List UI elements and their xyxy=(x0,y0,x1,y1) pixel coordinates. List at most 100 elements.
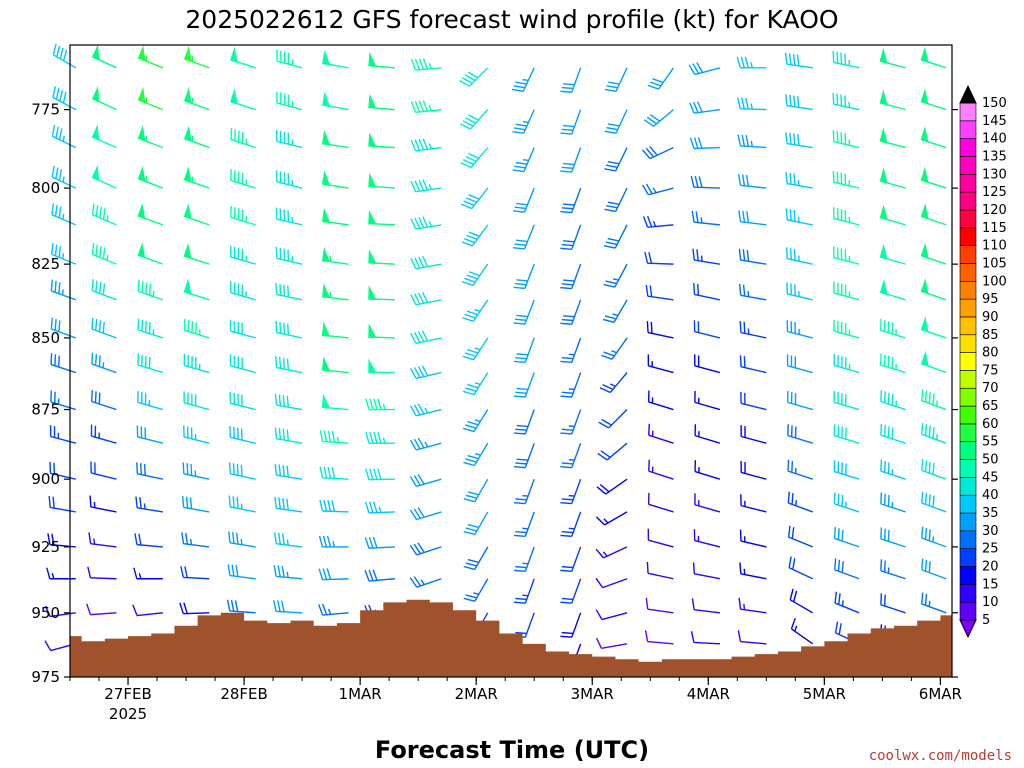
wind-barb xyxy=(645,284,674,301)
wind-barb xyxy=(410,58,442,71)
wind-barb xyxy=(833,319,860,339)
x-tick-label: 6MAR xyxy=(919,685,962,703)
wind-barb xyxy=(739,355,767,374)
wind-barb xyxy=(920,278,947,301)
colorbar-label: 45 xyxy=(982,470,999,485)
wind-barb xyxy=(90,424,117,444)
colorbar-swatch xyxy=(959,245,977,264)
wind-barb xyxy=(737,173,767,189)
wind-barb xyxy=(365,432,395,444)
wind-barb xyxy=(91,44,117,69)
wind-barb xyxy=(786,320,813,339)
wind-barb xyxy=(137,202,164,226)
wind-barb xyxy=(740,425,767,444)
wind-barb xyxy=(137,87,164,111)
wind-barb xyxy=(410,365,442,380)
wind-barb xyxy=(180,566,210,580)
wind-barb xyxy=(229,425,256,444)
wind-barb xyxy=(183,318,210,339)
wind-barb xyxy=(880,559,906,580)
wind-barb xyxy=(229,319,256,339)
y-tick-label: 900 xyxy=(31,470,60,488)
wind-barb xyxy=(604,147,628,172)
wind-barb xyxy=(880,492,906,513)
wind-barb xyxy=(319,499,349,513)
wind-barb xyxy=(274,393,303,411)
wind-barb xyxy=(879,243,906,265)
wind-barb xyxy=(48,495,76,513)
colorbar-label: 35 xyxy=(982,506,999,521)
wind-barb xyxy=(879,89,906,111)
x-tick-sublabel: 2025 xyxy=(109,705,147,723)
wind-barb xyxy=(736,56,767,69)
wind-barb xyxy=(738,283,767,301)
plot-area xyxy=(44,43,953,678)
wind-barb xyxy=(51,242,77,265)
wind-barb xyxy=(409,542,442,556)
wind-barb xyxy=(89,495,117,513)
wind-barb xyxy=(832,130,860,149)
colorbar-label: 115 xyxy=(982,221,1007,236)
wind-barb xyxy=(647,390,674,411)
colorbar-label: 90 xyxy=(982,310,999,325)
wind-barb xyxy=(879,279,906,301)
wind-barb xyxy=(91,86,117,111)
wind-barb xyxy=(512,109,535,135)
wind-barb xyxy=(560,109,582,135)
wind-barb xyxy=(321,393,349,411)
wind-barb xyxy=(693,282,721,301)
wind-barb xyxy=(136,425,164,444)
wind-barb xyxy=(49,425,76,444)
wind-barb xyxy=(880,593,906,614)
wind-barb xyxy=(560,511,582,538)
colorbar-label: 95 xyxy=(982,292,999,307)
wind-barb xyxy=(276,49,303,69)
wind-barb xyxy=(648,459,674,480)
wind-barb xyxy=(879,127,906,149)
wind-barb xyxy=(91,164,117,189)
wind-barb xyxy=(183,278,210,301)
colorbar-label: 15 xyxy=(982,577,999,592)
colorbar-swatch xyxy=(959,316,977,336)
wind-barb xyxy=(790,617,814,645)
wind-barb xyxy=(132,604,163,617)
colorbar-label: 30 xyxy=(982,524,999,539)
wind-barb xyxy=(183,203,210,226)
wind-barb xyxy=(181,532,210,548)
wind-barb xyxy=(740,391,767,411)
wind-barb xyxy=(880,423,906,444)
wind-barb xyxy=(91,317,117,339)
wind-barb xyxy=(595,637,628,650)
colorbar-swatch xyxy=(959,512,977,532)
wind-barb xyxy=(738,210,767,226)
y-axis: 775 800 825 850 875 900 925 950 975 xyxy=(31,101,958,686)
wind-barb xyxy=(90,390,117,411)
wind-barb xyxy=(787,525,813,548)
wind-barb xyxy=(410,330,442,345)
wind-barb xyxy=(513,578,535,604)
colorbar-swatch xyxy=(959,601,977,621)
wind-barb xyxy=(230,46,256,69)
wind-barb xyxy=(513,511,535,538)
wind-barb xyxy=(513,372,535,398)
wind-barb xyxy=(364,536,395,549)
wind-barb xyxy=(692,248,721,265)
wind-barb xyxy=(560,337,582,364)
wind-barb xyxy=(410,100,442,114)
wind-barb xyxy=(597,442,628,461)
colorbar-label: 110 xyxy=(982,239,1007,254)
wind-barb xyxy=(691,210,720,226)
wind-barb xyxy=(693,529,721,548)
wind-barb xyxy=(512,147,535,173)
colorbar-swatch xyxy=(959,352,977,371)
wind-barb xyxy=(227,564,256,580)
wind-barb xyxy=(183,242,210,265)
wind-barb xyxy=(135,496,163,513)
wind-barb xyxy=(137,242,164,265)
colorbar-swatch xyxy=(959,102,977,122)
colorbar-swatch xyxy=(959,174,977,193)
wind-barb xyxy=(688,62,721,76)
wind-barb xyxy=(921,458,947,480)
x-tick-label: 4MAR xyxy=(687,685,730,703)
wind-barb xyxy=(137,353,164,374)
